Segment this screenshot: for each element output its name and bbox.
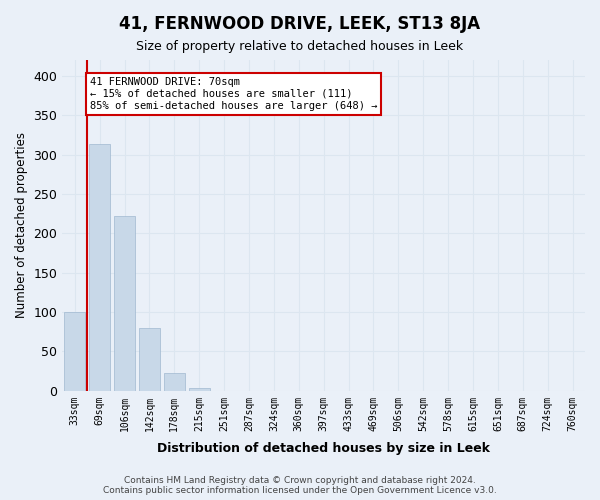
Bar xyxy=(89,144,110,391)
Bar xyxy=(188,388,210,391)
Bar xyxy=(164,374,185,391)
Bar xyxy=(114,216,135,391)
X-axis label: Distribution of detached houses by size in Leek: Distribution of detached houses by size … xyxy=(157,442,490,455)
Text: Contains HM Land Registry data © Crown copyright and database right 2024.
Contai: Contains HM Land Registry data © Crown c… xyxy=(103,476,497,495)
Y-axis label: Number of detached properties: Number of detached properties xyxy=(15,132,28,318)
Bar xyxy=(64,312,85,391)
Text: 41, FERNWOOD DRIVE, LEEK, ST13 8JA: 41, FERNWOOD DRIVE, LEEK, ST13 8JA xyxy=(119,15,481,33)
Text: 41 FERNWOOD DRIVE: 70sqm
← 15% of detached houses are smaller (111)
85% of semi-: 41 FERNWOOD DRIVE: 70sqm ← 15% of detach… xyxy=(89,78,377,110)
Text: Size of property relative to detached houses in Leek: Size of property relative to detached ho… xyxy=(136,40,464,53)
Bar xyxy=(139,328,160,391)
